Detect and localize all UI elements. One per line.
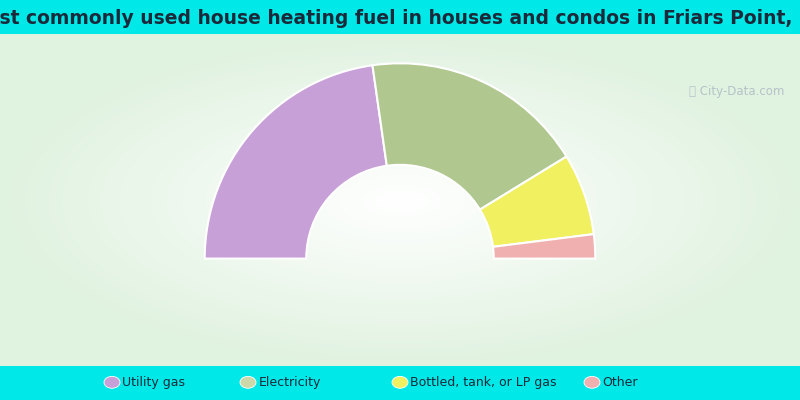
Ellipse shape bbox=[392, 376, 408, 388]
Ellipse shape bbox=[584, 376, 600, 388]
Wedge shape bbox=[493, 234, 595, 258]
Text: Bottled, tank, or LP gas: Bottled, tank, or LP gas bbox=[410, 376, 557, 389]
Text: Most commonly used house heating fuel in houses and condos in Friars Point, MS: Most commonly used house heating fuel in… bbox=[0, 9, 800, 28]
Text: Other: Other bbox=[602, 376, 638, 389]
Wedge shape bbox=[480, 156, 594, 247]
Ellipse shape bbox=[104, 376, 120, 388]
Text: ⓘ City-Data.com: ⓘ City-Data.com bbox=[689, 86, 784, 98]
Text: Electricity: Electricity bbox=[258, 376, 321, 389]
Text: Utility gas: Utility gas bbox=[122, 376, 186, 389]
Wedge shape bbox=[205, 65, 386, 258]
Wedge shape bbox=[373, 63, 566, 210]
Ellipse shape bbox=[240, 376, 256, 388]
